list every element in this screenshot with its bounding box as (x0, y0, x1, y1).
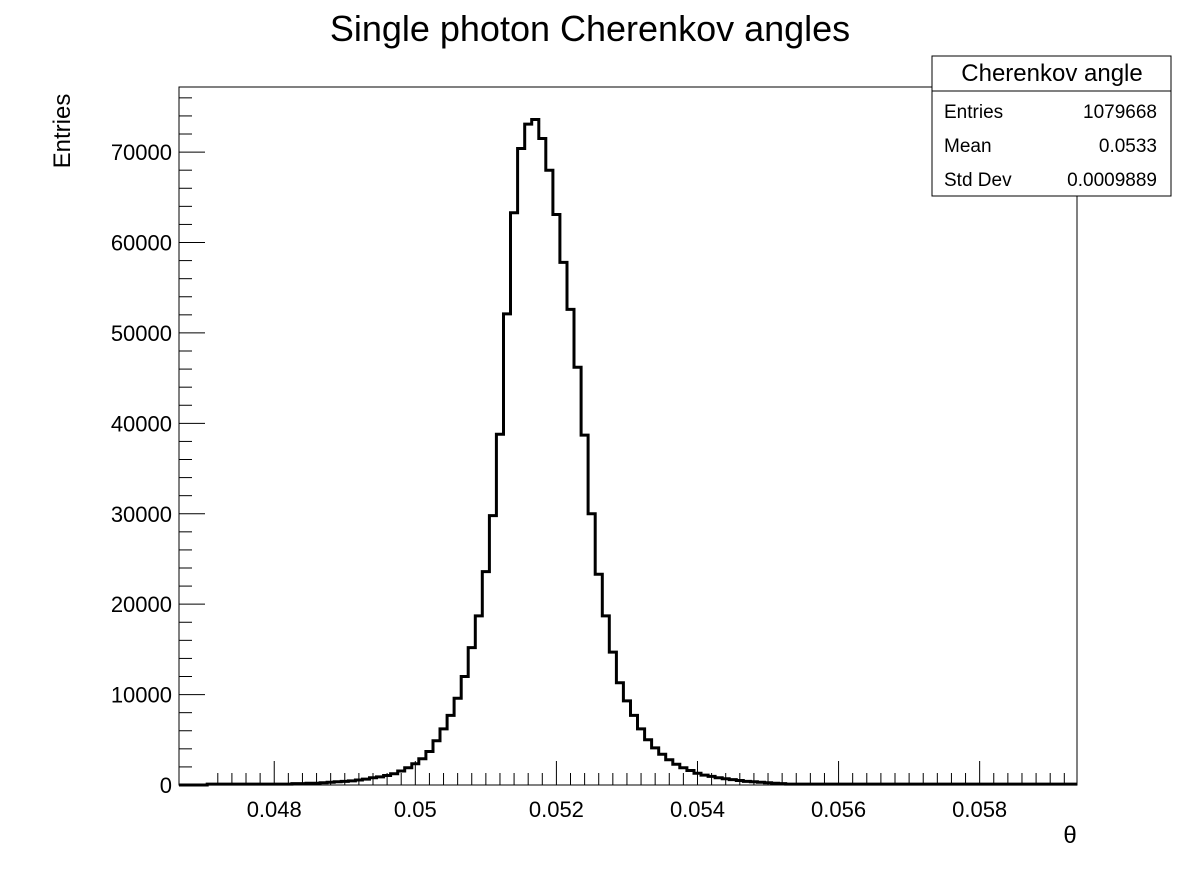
y-tick-label: 30000 (111, 502, 172, 527)
stats-value-mean: 0.0533 (1099, 136, 1157, 157)
y-tick-label: 60000 (111, 231, 172, 256)
y-axis-ticks (179, 97, 205, 786)
stats-box: Cherenkov angle Entries 1079668 Mean 0.0… (931, 55, 1172, 197)
x-tick-label: 0.058 (952, 797, 1007, 822)
x-tick-label: 0.05 (394, 797, 437, 822)
y-axis-title: Entries (49, 94, 76, 169)
y-tick-label: 0 (160, 773, 172, 798)
stats-value-stddev: 0.0009889 (1067, 170, 1157, 191)
y-tick-label: 20000 (111, 592, 172, 617)
y-axis-tick-labels: 0 10000 20000 30000 40000 50000 60000 70000 (111, 140, 172, 798)
histogram-line (179, 118, 1077, 787)
x-tick-label: 0.056 (811, 797, 866, 822)
x-tick-label: 0.054 (670, 797, 725, 822)
stats-value-entries: 1079668 (1083, 102, 1157, 123)
plot-frame (178, 86, 1078, 786)
stats-label-entries: Entries (944, 102, 1003, 123)
stats-title: Cherenkov angle (961, 60, 1142, 87)
y-tick-label: 10000 (111, 683, 172, 708)
y-tick-label: 50000 (111, 321, 172, 346)
x-tick-label: 0.052 (529, 797, 584, 822)
x-axis-tick-labels: 0.048 0.05 0.052 0.054 0.056 0.058 (247, 797, 1007, 822)
y-tick-label: 70000 (111, 140, 172, 165)
y-tick-label: 40000 (111, 411, 172, 436)
chart-title: Single photon Cherenkov angles (330, 8, 850, 49)
x-axis-title: θ (1063, 822, 1076, 849)
stats-label-mean: Mean (944, 136, 992, 157)
x-tick-label: 0.048 (247, 797, 302, 822)
stats-label-stddev: Std Dev (944, 170, 1012, 191)
